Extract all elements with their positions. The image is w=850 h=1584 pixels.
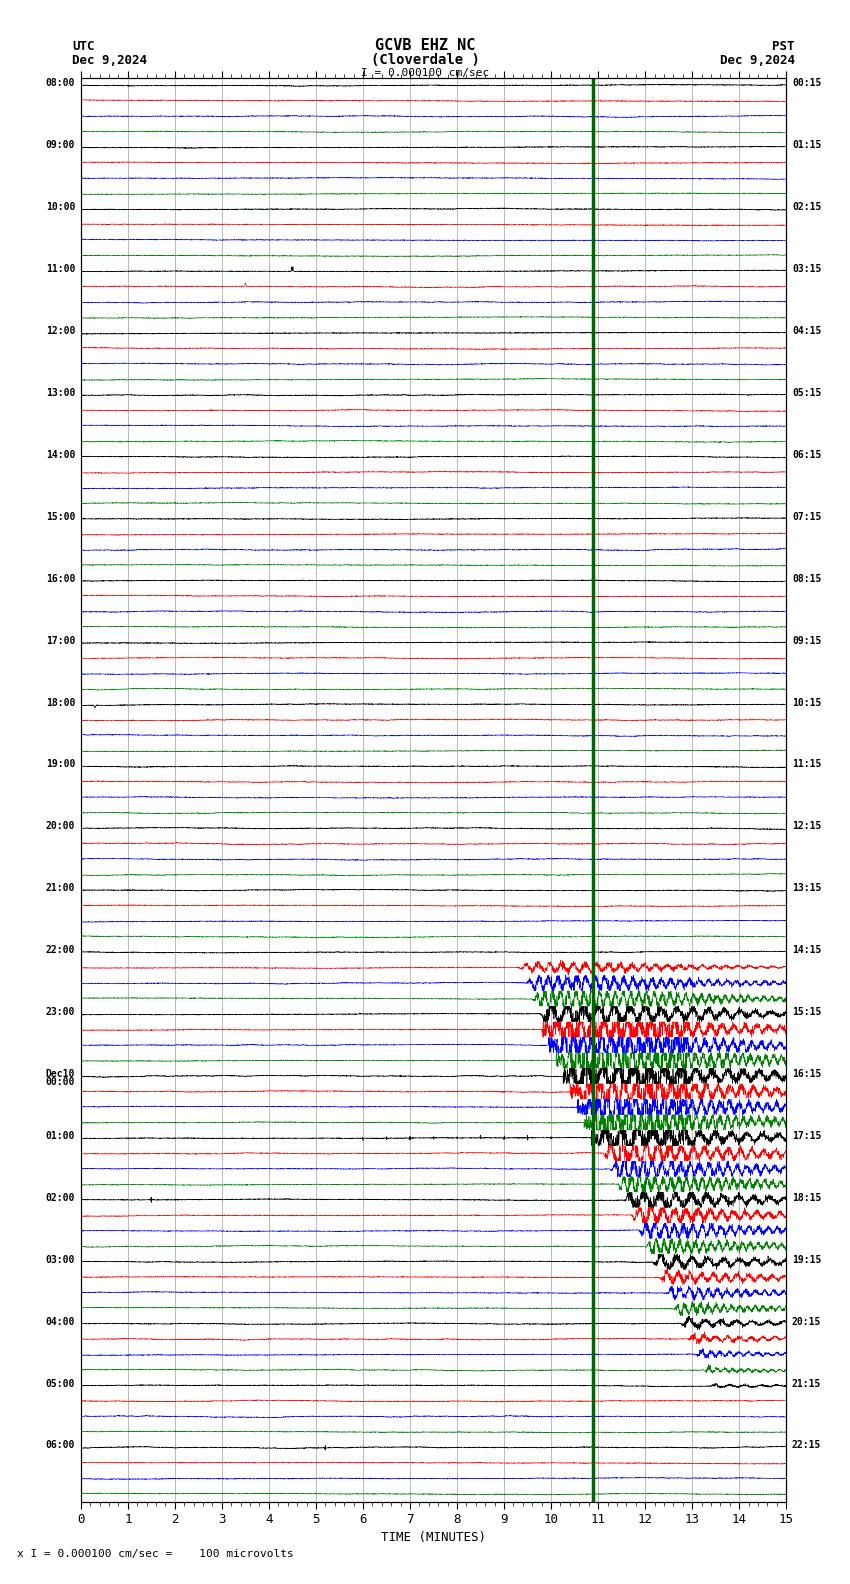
- Text: 03:15: 03:15: [792, 265, 821, 274]
- Text: Dec10: Dec10: [46, 1069, 75, 1079]
- Text: 22:00: 22:00: [46, 946, 75, 955]
- Text: 15:00: 15:00: [46, 512, 75, 521]
- Text: 01:15: 01:15: [792, 141, 821, 150]
- Text: 06:00: 06:00: [46, 1440, 75, 1451]
- Text: 14:15: 14:15: [792, 946, 821, 955]
- Text: 17:00: 17:00: [46, 635, 75, 646]
- Text: 13:15: 13:15: [792, 884, 821, 893]
- Text: 12:00: 12:00: [46, 326, 75, 336]
- Text: 11:15: 11:15: [792, 759, 821, 770]
- Text: 16:15: 16:15: [792, 1069, 821, 1079]
- Text: 00:15: 00:15: [792, 78, 821, 89]
- Text: I = 0.000100 cm/sec: I = 0.000100 cm/sec: [361, 68, 489, 78]
- Text: 17:15: 17:15: [792, 1131, 821, 1140]
- X-axis label: TIME (MINUTES): TIME (MINUTES): [381, 1530, 486, 1543]
- Text: 08:15: 08:15: [792, 573, 821, 583]
- Text: 19:15: 19:15: [792, 1255, 821, 1264]
- Text: 04:15: 04:15: [792, 326, 821, 336]
- Text: Dec 9,2024: Dec 9,2024: [72, 54, 147, 67]
- Text: 00:00: 00:00: [46, 1077, 75, 1087]
- Text: 02:15: 02:15: [792, 203, 821, 212]
- Text: 21:00: 21:00: [46, 884, 75, 893]
- Text: 04:00: 04:00: [46, 1316, 75, 1327]
- Text: PST: PST: [773, 40, 795, 52]
- Text: 18:15: 18:15: [792, 1193, 821, 1202]
- Text: x I = 0.000100 cm/sec =    100 microvolts: x I = 0.000100 cm/sec = 100 microvolts: [17, 1549, 294, 1559]
- Text: UTC: UTC: [72, 40, 94, 52]
- Text: 07:15: 07:15: [792, 512, 821, 521]
- Text: 10:15: 10:15: [792, 697, 821, 708]
- Text: 23:00: 23:00: [46, 1007, 75, 1017]
- Text: 14:00: 14:00: [46, 450, 75, 459]
- Text: Dec 9,2024: Dec 9,2024: [720, 54, 795, 67]
- Text: 22:15: 22:15: [792, 1440, 821, 1451]
- Text: GCVB EHZ NC: GCVB EHZ NC: [375, 38, 475, 52]
- Text: 18:00: 18:00: [46, 697, 75, 708]
- Text: 20:15: 20:15: [792, 1316, 821, 1327]
- Text: 09:15: 09:15: [792, 635, 821, 646]
- Text: 06:15: 06:15: [792, 450, 821, 459]
- Text: (Cloverdale ): (Cloverdale ): [371, 52, 479, 67]
- Text: 02:00: 02:00: [46, 1193, 75, 1202]
- Text: 05:15: 05:15: [792, 388, 821, 398]
- Text: 11:00: 11:00: [46, 265, 75, 274]
- Text: 08:00: 08:00: [46, 78, 75, 89]
- Text: 13:00: 13:00: [46, 388, 75, 398]
- Text: 05:00: 05:00: [46, 1378, 75, 1389]
- Text: 09:00: 09:00: [46, 141, 75, 150]
- Text: 15:15: 15:15: [792, 1007, 821, 1017]
- Text: 20:00: 20:00: [46, 822, 75, 832]
- Text: 12:15: 12:15: [792, 822, 821, 832]
- Text: 19:00: 19:00: [46, 759, 75, 770]
- Text: 01:00: 01:00: [46, 1131, 75, 1140]
- Text: 21:15: 21:15: [792, 1378, 821, 1389]
- Text: 10:00: 10:00: [46, 203, 75, 212]
- Text: 03:00: 03:00: [46, 1255, 75, 1264]
- Text: 16:00: 16:00: [46, 573, 75, 583]
